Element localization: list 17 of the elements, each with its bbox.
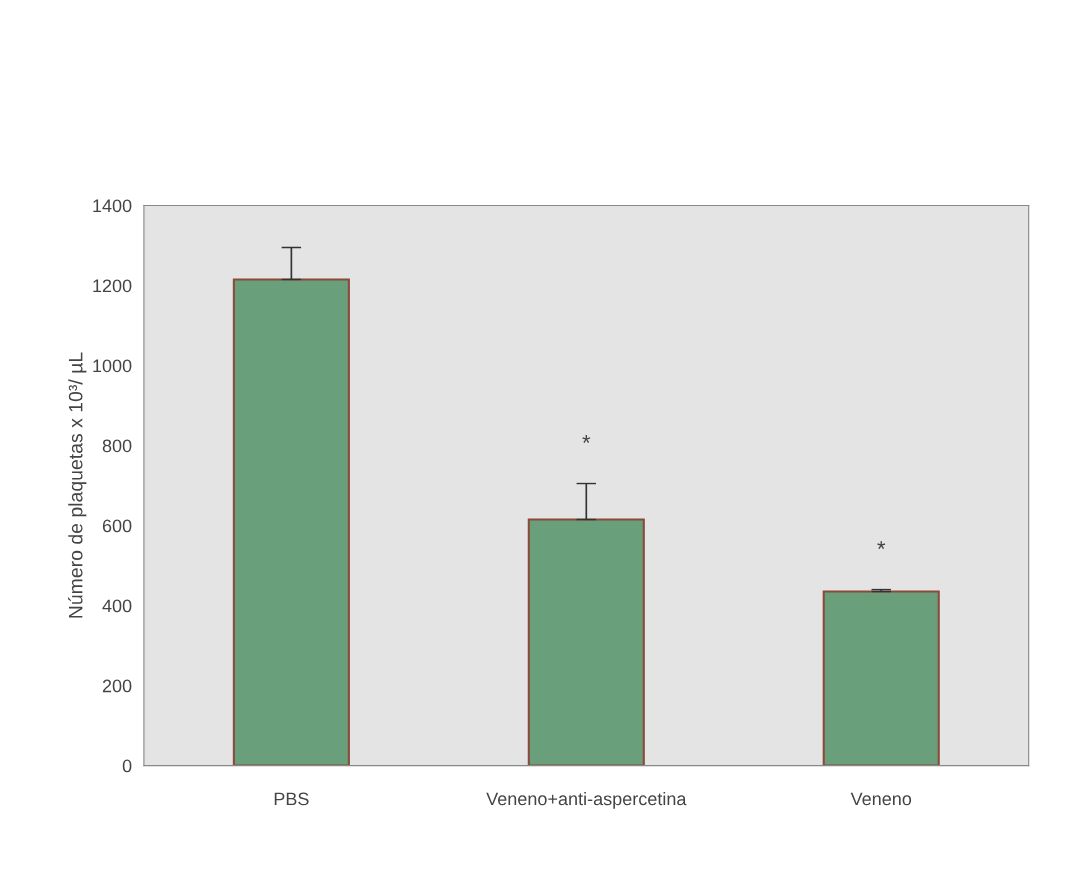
bar <box>822 590 940 766</box>
y-tick-label: 600 <box>102 519 132 533</box>
bar <box>527 518 645 766</box>
x-tick-label: Veneno <box>850 792 912 806</box>
y-tick-label: 800 <box>102 439 132 453</box>
x-tick-label: PBS <box>274 792 309 806</box>
y-axis-title: Número de plaquetas x 10³/ µL <box>68 352 87 618</box>
y-tick-label: 400 <box>102 599 132 613</box>
annotation: * <box>582 435 591 443</box>
y-tick-label: 1200 <box>93 279 132 293</box>
y-tick-label: 200 <box>102 679 132 693</box>
y-tick-label: 1400 <box>93 199 132 213</box>
y-tick-label: 0 <box>122 759 132 773</box>
x-tick-label: Veneno+anti-aspercetina <box>486 792 687 809</box>
bar <box>232 278 350 766</box>
y-tick-label: 1000 <box>93 359 132 373</box>
annotation: * <box>877 541 886 549</box>
